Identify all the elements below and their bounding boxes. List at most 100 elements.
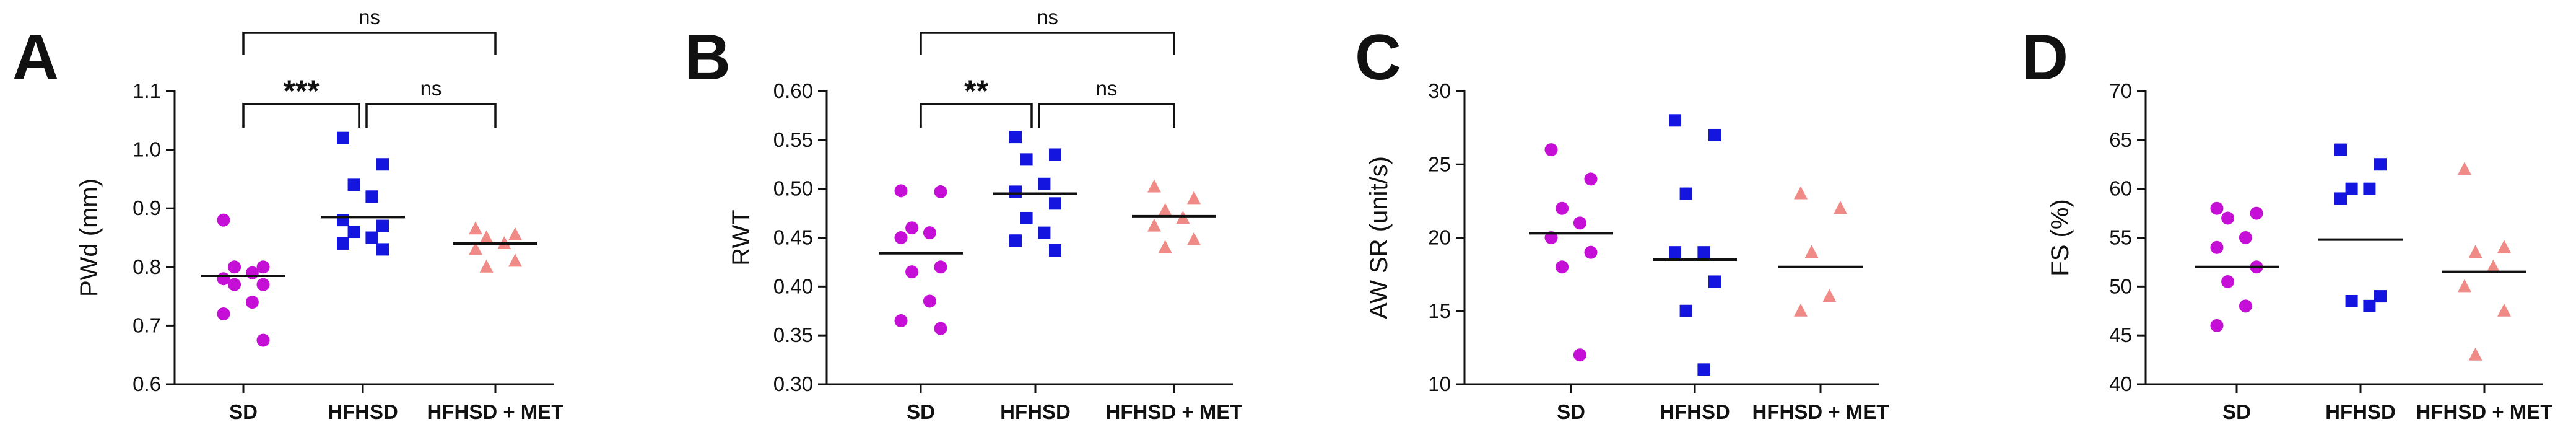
y-tick-label: 0.35	[773, 323, 813, 346]
x-tick-label: HFHSD	[1660, 400, 1730, 423]
series-hfhsd	[2318, 143, 2403, 312]
significance-label: ***	[283, 74, 320, 108]
y-tick-label: 0.55	[773, 128, 813, 151]
data-point	[1049, 244, 1061, 257]
data-point	[1669, 246, 1681, 259]
y-tick-label: 0.30	[773, 372, 813, 395]
data-point	[1049, 148, 1061, 161]
data-point	[894, 231, 908, 244]
data-point	[1708, 128, 1721, 141]
data-point	[1573, 216, 1586, 230]
data-point	[923, 226, 936, 240]
y-tick-label: 0.50	[773, 177, 813, 200]
significance-bracket	[242, 32, 497, 55]
data-point	[337, 214, 349, 227]
data-point	[1679, 187, 1692, 200]
y-tick-label: 55	[2109, 226, 2132, 249]
x-tick-label: HFHSD + MET	[1106, 400, 1243, 423]
y-tick-label: 1.1	[133, 79, 161, 102]
data-point	[1038, 226, 1051, 239]
data-point	[2363, 299, 2376, 312]
panel-d: D 40 45 50 55 60 65 70 FS (%) SD HFHSD HFHSD + MET	[2022, 22, 2552, 423]
x-tick-label: HFHSD + MET	[427, 400, 564, 423]
significance-bracket	[365, 103, 497, 128]
x-tick-label: HFHSD	[2325, 400, 2396, 423]
data-point	[1697, 363, 1710, 376]
y-tick-label: 1.0	[133, 138, 161, 161]
data-point	[934, 185, 947, 198]
data-point	[1794, 303, 1808, 317]
data-point	[337, 237, 349, 250]
data-point	[376, 158, 389, 171]
data-point	[217, 213, 230, 227]
y-tick-label: 0.6	[133, 372, 161, 395]
data-point	[1804, 245, 1819, 258]
data-point	[2468, 245, 2482, 258]
panel-letter: B	[684, 22, 731, 94]
data-point	[2458, 162, 2471, 175]
y-tick-label: 60	[2109, 177, 2132, 200]
data-point	[2497, 303, 2511, 317]
data-point	[337, 131, 349, 144]
y-tick-label: 50	[2109, 275, 2132, 297]
series-hfhsd-plus-met	[2442, 162, 2526, 361]
panel-letter: D	[2022, 22, 2068, 94]
data-point	[1009, 234, 1022, 247]
y-tick-label: 0.45	[773, 226, 813, 249]
data-point	[1187, 232, 1201, 245]
data-point	[1038, 177, 1051, 190]
data-point	[2363, 182, 2376, 195]
data-point	[1822, 289, 1837, 302]
significance-label: ns	[1037, 6, 1058, 29]
data-point	[256, 333, 270, 347]
y-tick-label: 20	[1428, 226, 1451, 249]
data-point	[479, 230, 494, 244]
data-point	[1187, 191, 1201, 205]
series-hfhsd	[993, 131, 1077, 257]
series-sd	[201, 213, 285, 347]
data-point	[1697, 246, 1710, 259]
panel-b: B 0.30 0.35 0.40 0.45 0.50 0.55 0.60 RWT SD HFHSD H…	[684, 6, 1242, 423]
data-point	[365, 190, 378, 203]
y-tick-label: 25	[1428, 152, 1451, 175]
data-point	[2239, 231, 2252, 244]
series-hfhsd	[1653, 114, 1737, 376]
data-point	[905, 221, 919, 235]
data-point	[2210, 319, 2224, 332]
data-point	[256, 260, 270, 274]
data-point	[894, 314, 908, 328]
data-point	[508, 227, 522, 240]
y-axis-title: AW SR (unit/s)	[1365, 156, 1393, 319]
data-point	[1158, 203, 1172, 216]
data-point	[479, 259, 494, 273]
data-point	[2210, 201, 2224, 215]
data-point	[469, 221, 482, 235]
data-point	[1158, 240, 1172, 253]
data-point	[256, 278, 270, 291]
y-axis-title: PWd (mm)	[76, 178, 103, 297]
data-point	[2210, 240, 2224, 254]
x-tick-label: SD	[1557, 400, 1585, 423]
significance-label: ns	[1096, 77, 1118, 100]
significance-bracket	[920, 103, 1033, 128]
y-axis-title: RWT	[728, 209, 755, 265]
data-point	[2250, 206, 2263, 220]
data-point	[2239, 299, 2252, 313]
y-tick-label: 10	[1428, 372, 1451, 395]
data-point	[1708, 275, 1721, 288]
data-point	[1544, 143, 1558, 157]
y-tick-label: 65	[2109, 128, 2132, 151]
data-point	[2497, 240, 2511, 253]
series-hfhsd-plus-met	[1778, 186, 1863, 317]
data-point	[2374, 290, 2387, 303]
data-point	[245, 296, 259, 309]
data-point	[1009, 185, 1022, 198]
data-point	[2374, 158, 2387, 171]
x-tick-label: HFHSD	[328, 400, 398, 423]
data-point	[1009, 131, 1022, 144]
panel-c: C 10 15 20 25 30 AW SR (unit/s) SD HFHSD HFHSD + …	[1355, 22, 1889, 423]
data-point	[1049, 197, 1061, 210]
y-tick-label: 0.7	[133, 314, 161, 337]
data-point	[376, 243, 389, 256]
series-sd	[1529, 143, 1613, 362]
